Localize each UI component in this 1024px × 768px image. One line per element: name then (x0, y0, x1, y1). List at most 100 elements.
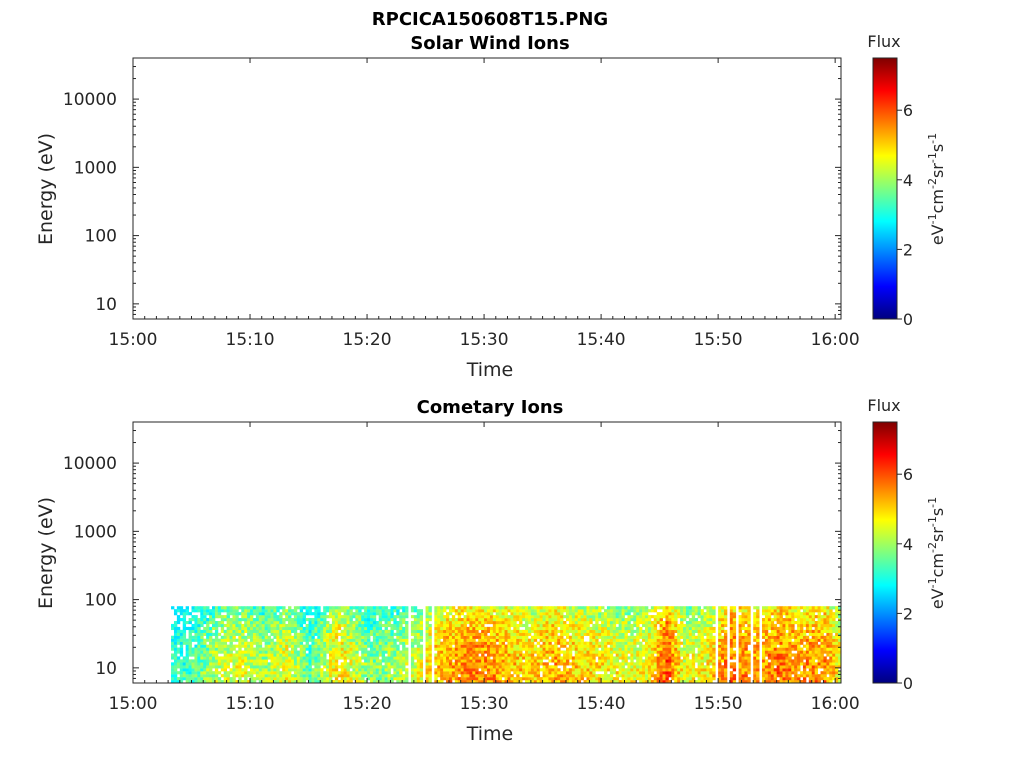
heatmap-cell (279, 615, 283, 619)
heatmap-cell (718, 638, 722, 642)
heatmap-cell (770, 671, 775, 675)
heatmap-cell (583, 609, 587, 613)
heatmap-cell (598, 623, 602, 628)
heatmap-cell (580, 623, 584, 628)
heatmap-cell (285, 638, 289, 642)
heatmap-cell (721, 647, 725, 651)
heatmap-cell (677, 677, 681, 681)
heatmap-cell (255, 620, 260, 625)
heatmap-cell (197, 644, 201, 648)
heatmap-cell (203, 668, 207, 672)
heatmap-cell (308, 650, 312, 654)
heatmap-cell (293, 668, 298, 672)
heatmap-cell (656, 641, 661, 645)
heatmap-cell (343, 620, 347, 625)
heatmap-cell (595, 653, 599, 657)
heatmap-cell (560, 659, 564, 663)
heatmap-cell (232, 615, 236, 619)
heatmap-cell (329, 612, 333, 616)
heatmap-cell (317, 671, 321, 675)
heatmap-cell (691, 644, 696, 648)
heatmap-cell (369, 612, 374, 616)
heatmap-cell (293, 638, 298, 642)
heatmap-cell (402, 665, 406, 669)
heatmap-cell (352, 674, 356, 678)
heatmap-cell (630, 618, 634, 622)
heatmap-cell (229, 609, 233, 613)
heatmap-cell (472, 674, 476, 678)
heatmap-cell (179, 662, 184, 666)
heatmap-cell (323, 606, 327, 610)
heatmap-cell (469, 620, 473, 625)
heatmap-cell (241, 606, 245, 610)
heatmap-cell (390, 629, 394, 633)
heatmap-cell (346, 623, 350, 628)
heatmap-cell (677, 606, 681, 610)
heatmap-cell (700, 626, 704, 631)
heatmap-cell (451, 671, 456, 675)
heatmap-cell (446, 606, 450, 610)
heatmap-cell (636, 677, 640, 681)
heatmap-cell (273, 653, 277, 657)
heatmap-cell (691, 618, 696, 622)
heatmap-cell (688, 629, 693, 633)
heatmap-cell (250, 677, 254, 681)
heatmap-cell (604, 665, 608, 669)
heatmap-cell (776, 606, 780, 610)
heatmap-cell (355, 638, 359, 642)
heatmap-cell (244, 606, 248, 610)
heatmap-cell (478, 606, 482, 610)
heatmap-cell (223, 680, 228, 684)
heatmap-cell (732, 626, 737, 631)
heatmap-cell (252, 677, 257, 681)
heatmap-cell (747, 656, 751, 660)
heatmap-cell (507, 629, 511, 633)
heatmap-cell (744, 612, 748, 616)
heatmap-cell (677, 615, 681, 619)
heatmap-cell (747, 638, 751, 642)
heatmap-cell (545, 635, 549, 639)
heatmap-cell (545, 671, 549, 675)
heatmap-cell (539, 635, 543, 639)
heatmap-cell (580, 644, 584, 648)
heatmap-cell (302, 615, 307, 619)
heatmap-cell (194, 665, 198, 669)
heatmap-cell (542, 620, 546, 625)
heatmap-cell (472, 680, 476, 684)
heatmap-cell (662, 641, 666, 645)
heatmap-cell (349, 680, 353, 684)
heatmap-cell (220, 665, 225, 669)
heatmap-cell (507, 641, 511, 645)
heatmap-cell (568, 656, 573, 660)
heatmap-cell (220, 647, 225, 651)
heatmap-cell (364, 680, 368, 684)
heatmap-cell (545, 662, 549, 666)
heatmap-cell (226, 618, 230, 622)
heatmap-cell (217, 650, 222, 654)
heatmap-cell (270, 659, 274, 663)
heatmap-cell (247, 653, 251, 657)
heatmap-cell (519, 644, 523, 648)
heatmap-cell (355, 653, 359, 657)
heatmap-cell (302, 644, 307, 648)
heatmap-cell (229, 620, 233, 625)
heatmap-cell (706, 680, 710, 684)
heatmap-cell (680, 641, 684, 645)
heatmap-cell (630, 671, 634, 675)
heatmap-cell (492, 618, 497, 622)
heatmap-cell (255, 665, 260, 669)
heatmap-cell (425, 653, 429, 657)
heatmap-cell (706, 615, 710, 619)
heatmap-cell (738, 680, 742, 684)
heatmap-cell (592, 671, 596, 675)
heatmap-cell (419, 674, 424, 678)
heatmap-cell (565, 671, 570, 675)
heatmap-cell (580, 677, 584, 681)
heatmap-cell (530, 674, 535, 678)
heatmap-cell (288, 626, 292, 631)
heatmap-cell (285, 680, 289, 684)
heatmap-cell (586, 609, 590, 613)
heatmap-cell (662, 612, 666, 616)
heatmap-cell (346, 615, 350, 619)
heatmap-cell (320, 680, 324, 684)
